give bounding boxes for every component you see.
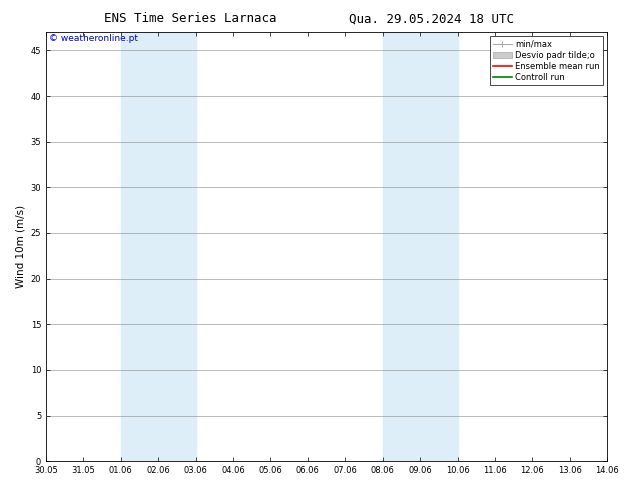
Text: ENS Time Series Larnaca: ENS Time Series Larnaca — [104, 12, 276, 25]
Bar — [383, 32, 458, 461]
Legend: min/max, Desvio padr tilde;o, Ensemble mean run, Controll run: min/max, Desvio padr tilde;o, Ensemble m… — [490, 36, 603, 85]
Bar — [121, 32, 196, 461]
Text: Qua. 29.05.2024 18 UTC: Qua. 29.05.2024 18 UTC — [349, 12, 514, 25]
Y-axis label: Wind 10m (m/s): Wind 10m (m/s) — [15, 205, 25, 288]
Text: © weatheronline.pt: © weatheronline.pt — [49, 34, 138, 43]
